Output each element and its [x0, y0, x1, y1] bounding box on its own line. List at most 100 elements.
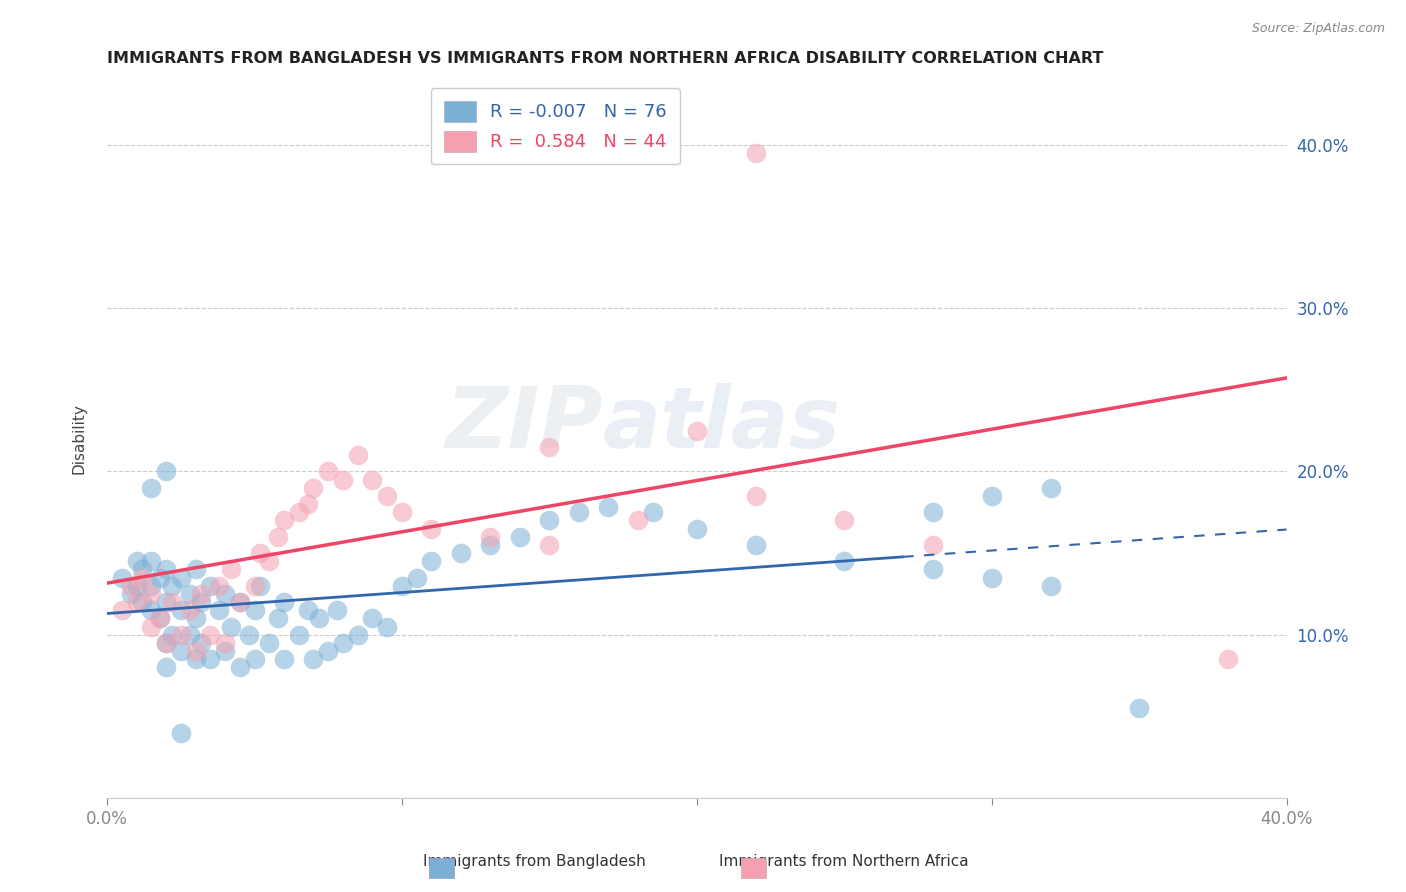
Point [420, 522, 443, 536]
Point [375, 619, 398, 633]
Point [170, 603, 193, 617]
Point [308, 611, 330, 625]
Point [273, 652, 295, 666]
Point [131, 562, 153, 576]
Point [214, 644, 236, 658]
Point [375, 489, 398, 503]
Point [141, 481, 163, 495]
Point [361, 473, 384, 487]
Point [479, 538, 502, 552]
Point [273, 513, 295, 527]
Point [332, 473, 354, 487]
Point [170, 726, 193, 740]
Legend: R = -0.007   N = 76, R =  0.584   N = 44: R = -0.007 N = 76, R = 0.584 N = 44 [430, 88, 679, 164]
Point [249, 546, 271, 560]
Point [208, 579, 231, 593]
Point [131, 571, 153, 585]
Point [229, 660, 252, 674]
Text: Immigrants from Bangladesh: Immigrants from Bangladesh [423, 854, 645, 869]
Point [200, 628, 222, 642]
Point [1039, 579, 1062, 593]
Point [598, 137, 620, 152]
Point [627, 513, 650, 527]
Point [149, 611, 172, 625]
Point [346, 628, 368, 642]
Point [149, 571, 172, 585]
Text: ZIP: ZIP [444, 383, 603, 466]
Point [125, 579, 148, 593]
Point [287, 628, 309, 642]
Point [921, 562, 943, 576]
Point [391, 579, 413, 593]
Point [141, 619, 163, 633]
Point [316, 464, 339, 478]
Point [179, 603, 201, 617]
Point [243, 603, 266, 617]
Point [745, 489, 768, 503]
Point [155, 562, 177, 576]
Point [980, 489, 1002, 503]
Point [200, 579, 222, 593]
Point [921, 538, 943, 552]
Point [686, 522, 709, 536]
Point [190, 636, 212, 650]
Point [179, 628, 201, 642]
Point [214, 636, 236, 650]
Text: atlas: atlas [603, 383, 841, 466]
Point [141, 603, 163, 617]
Point [208, 603, 231, 617]
Point [1039, 481, 1062, 495]
Point [249, 579, 271, 593]
Point [155, 636, 177, 650]
Point [149, 611, 172, 625]
Point [259, 554, 281, 568]
Point [155, 595, 177, 609]
Point [155, 464, 177, 478]
Point [170, 628, 193, 642]
Point [155, 636, 177, 650]
Point [405, 571, 427, 585]
Point [141, 587, 163, 601]
Point [641, 505, 664, 519]
Point [745, 145, 768, 160]
Point [219, 619, 242, 633]
Point [598, 500, 620, 515]
Point [111, 571, 134, 585]
Point [160, 628, 183, 642]
Text: Source: ZipAtlas.com: Source: ZipAtlas.com [1251, 22, 1385, 36]
Point [479, 530, 502, 544]
Point [921, 505, 943, 519]
Point [832, 513, 855, 527]
Point [267, 530, 290, 544]
Point [243, 652, 266, 666]
Point [332, 636, 354, 650]
Point [267, 611, 290, 625]
Point [391, 505, 413, 519]
Point [297, 603, 319, 617]
Point [120, 579, 142, 593]
Point [179, 587, 201, 601]
Point [184, 652, 207, 666]
Point [832, 554, 855, 568]
Point [450, 546, 472, 560]
Point [273, 595, 295, 609]
Point [219, 562, 242, 576]
Point [302, 481, 325, 495]
Point [184, 611, 207, 625]
Point [141, 579, 163, 593]
Point [1128, 701, 1150, 715]
Point [184, 644, 207, 658]
Point [214, 587, 236, 601]
Point [1216, 652, 1239, 666]
Point [297, 497, 319, 511]
Point [316, 644, 339, 658]
Point [111, 603, 134, 617]
Point [125, 595, 148, 609]
Text: IMMIGRANTS FROM BANGLADESH VS IMMIGRANTS FROM NORTHERN AFRICA DISABILITY CORRELA: IMMIGRANTS FROM BANGLADESH VS IMMIGRANTS… [107, 51, 1104, 66]
Point [170, 644, 193, 658]
Point [141, 554, 163, 568]
Point [745, 538, 768, 552]
Point [170, 571, 193, 585]
Point [420, 554, 443, 568]
Point [326, 603, 349, 617]
